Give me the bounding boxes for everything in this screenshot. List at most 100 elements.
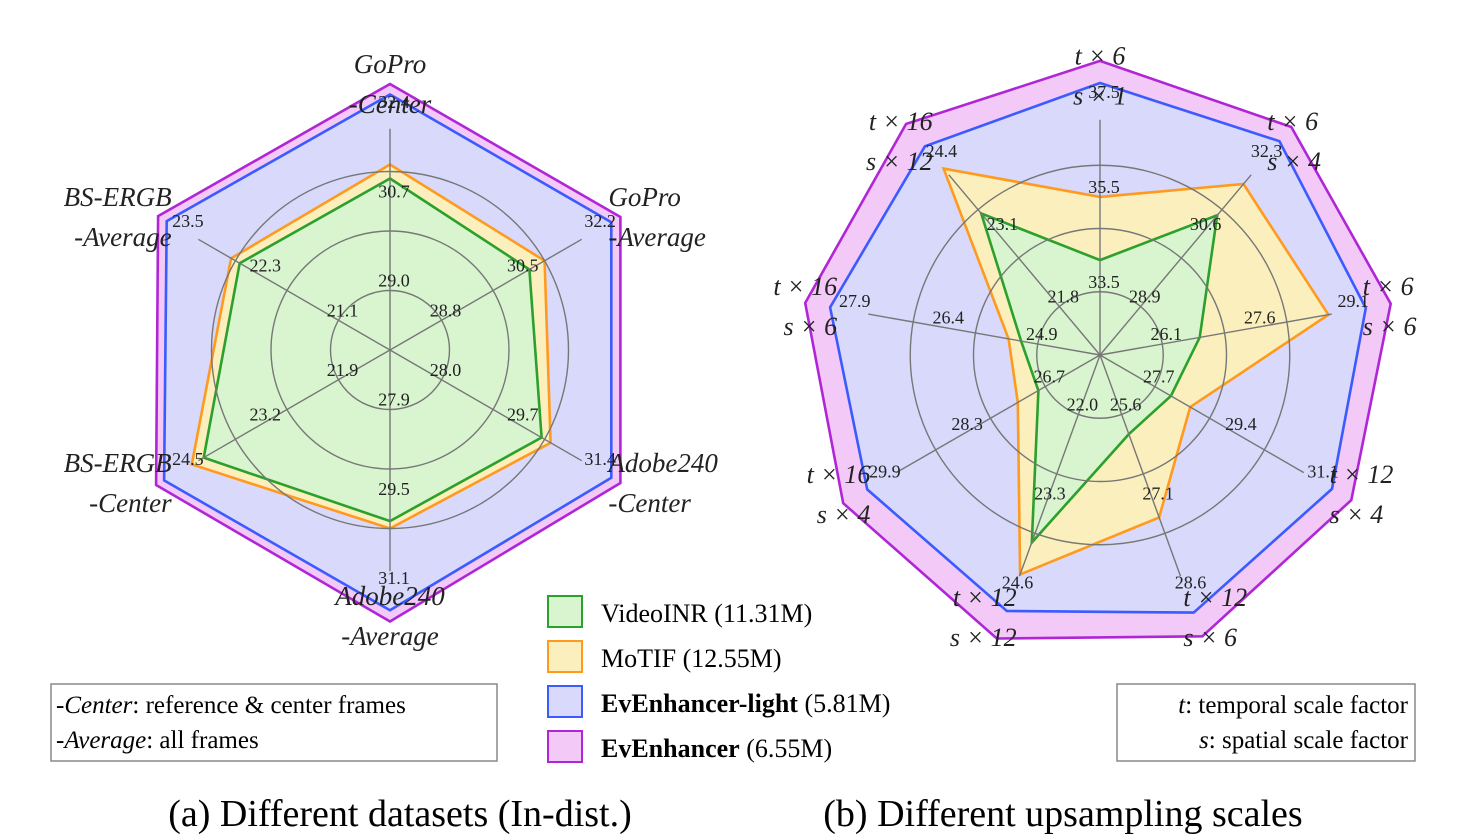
radar-a-axis-label: BS-ERGB (64, 182, 172, 212)
radar-a-tick-label: 23.2 (249, 404, 281, 424)
radar-a-tick-label: 23.5 (172, 211, 204, 231)
radar-b-axis-spoke (895, 354, 1101, 474)
note-temporal-line: t: temporal scale factor (1178, 692, 1408, 719)
caption-b: (b) Different upsampling scales (823, 793, 1302, 835)
radar-b-tick-label: 24.4 (926, 141, 958, 161)
radar-b-axis-label: s × 1 (1073, 82, 1127, 111)
legend-item-evenhancer-light: EvEnhancer-light (5.81M) (547, 685, 890, 718)
radar-b-axis-label: t × 6 (1267, 107, 1318, 136)
radar-b-axis-spoke (1099, 354, 1182, 577)
radar-b-axis-label: s × 4 (1330, 500, 1384, 529)
radar-b-tick-label: 25.6 (1110, 394, 1142, 414)
radar-a-axis-label: -Average (74, 222, 171, 252)
radar-a-axis-label: Adobe240 (333, 581, 445, 611)
radar-b-tick-label: 32.3 (1251, 141, 1283, 161)
radar-b-tick-label: 23.1 (987, 214, 1019, 234)
radar-b-tick-label: 35.5 (1088, 177, 1120, 197)
note-spatial-line: s: spatial scale factor (1199, 727, 1409, 754)
radar-b-tick-label: 28.6 (1175, 573, 1207, 593)
radar-b-axis-label: s × 6 (784, 312, 838, 341)
radar-b-axis-label: s × 12 (866, 147, 933, 176)
radar-a-axis-label: -Average (608, 222, 705, 252)
radar-b-tick-label: 27.6 (1244, 308, 1276, 328)
radar-a-tick-label: 29.7 (507, 404, 539, 424)
radar-b-tick-label: 22.0 (1067, 394, 1099, 414)
radar-b-series-videoinr (979, 211, 1219, 547)
radar-b-axis-label: t × 12 (1330, 460, 1394, 489)
radar-chart-scales: 33.5 35.5 37.5 28.9 30.6 32.3 26.1 27.6 29.1 27.7… (773, 42, 1416, 652)
radar-a-tick-label: 28.8 (430, 300, 462, 320)
radar-b-axis-label: t × 6 (1075, 42, 1126, 71)
caption-a: (a) Different datasets (In-dist.) (168, 793, 632, 835)
radar-a-tick-label: 31.1 (378, 568, 410, 588)
radar-b-axis-spoke (948, 174, 1101, 356)
note-box-frame (50, 683, 498, 762)
radar-a-axis-label: -Center (349, 89, 432, 119)
legend-item-evenhancer: EvEnhancer (6.55M) (547, 730, 832, 763)
radar-chart-datasets: 29.0 30.7 32.4 28.8 30.5 32.2 28.0 29.7 31.4 27.9… (64, 49, 719, 651)
radar-b-tick-label: 24.6 (1002, 573, 1034, 593)
radar-b-tick-label: 26.7 (1033, 367, 1065, 387)
radar-a-tick-label: 21.9 (327, 360, 359, 380)
legend-swatch-evenhancer-light (547, 685, 583, 718)
radar-a-axis-label: Adobe240 (606, 448, 718, 478)
radar-a-axis-label: -Center (89, 488, 172, 518)
radar-b-axis-label: s × 6 (1183, 623, 1237, 652)
radar-b-tick-label: 21.8 (1048, 287, 1080, 307)
radar-a-tick-label: 30.5 (507, 256, 539, 276)
radar-b-tick-label: 27.7 (1143, 367, 1175, 387)
radar-b-tick-label: 29.1 (1337, 291, 1369, 311)
radar-b-tick-label: 27.1 (1142, 484, 1174, 504)
radar-b-axis-label: t × 16 (807, 460, 871, 489)
legend-item-videoinr: VideoINR (11.31M) (547, 595, 812, 628)
radar-b-axis-spoke (1099, 354, 1305, 474)
radar-b-axis-spoke (868, 313, 1101, 356)
note-average-line: -Average: all frames (56, 727, 259, 754)
radar-a-axis-spoke (389, 349, 583, 462)
radar-a-tick-label: 28.0 (430, 360, 462, 380)
legend-swatch-videoinr (547, 595, 583, 628)
radar-a-axis-label: GoPro (608, 182, 681, 212)
radar-a-tick-label: 29.5 (378, 479, 410, 499)
legend-label-evenhancer-light: EvEnhancer-light (5.81M) (601, 689, 890, 718)
radar-b-axis-label: t × 16 (773, 272, 837, 301)
radar-b-axis-label: s × 4 (1267, 147, 1321, 176)
radar-b-axis-label: t × 6 (1363, 272, 1414, 301)
radar-a-axis-label: -Average (341, 621, 438, 651)
radar-b-axis-label: t × 12 (953, 583, 1017, 612)
radar-a-axis-spoke (389, 238, 583, 351)
radar-a-tick-label: 32.2 (584, 211, 616, 231)
radar-b-axis-label: s × 12 (950, 623, 1017, 652)
radar-a-axis-label: GoPro (354, 49, 427, 79)
radar-a-tick-label: 21.1 (327, 300, 359, 320)
radar-b-tick-label: 28.9 (1129, 287, 1161, 307)
radar-a-axis-spoke (197, 349, 391, 462)
radar-a-tick-label: 31.4 (584, 449, 616, 469)
radar-b-tick-label: 27.9 (839, 291, 871, 311)
radar-a-tick-label: 24.5 (172, 449, 204, 469)
radar-b-tick-label: 26.1 (1151, 324, 1183, 344)
radar-a-tick-label: 22.3 (249, 256, 281, 276)
radar-a-axis-spoke (197, 238, 391, 351)
radar-b-axis-label: s × 6 (1363, 312, 1417, 341)
radar-b-tick-label: 24.9 (1026, 324, 1058, 344)
radar-a-axis-label: -Center (608, 488, 691, 518)
radar-b-axis-label: t × 16 (869, 107, 933, 136)
legend-item-motif: MoTIF (12.55M) (547, 640, 782, 673)
legend-label-videoinr: VideoINR (11.31M) (601, 599, 812, 628)
radar-b-axis-spoke (1018, 354, 1101, 577)
legend: VideoINR (11.31M) MoTIF (12.55M) EvEnhan… (547, 595, 890, 763)
note-box-datasets: -Center: reference & center frames -Aver… (50, 683, 498, 762)
radar-b-tick-label: 26.4 (933, 308, 965, 328)
note-box-scales: t: temporal scale factor s: spatial scal… (1116, 683, 1416, 762)
radar-b-axis-label: s × 4 (817, 500, 871, 529)
radar-b-axis-spoke (1099, 174, 1252, 356)
radar-b-tick-label: 23.3 (1034, 484, 1066, 504)
legend-label-motif: MoTIF (12.55M) (601, 644, 782, 673)
radar-b-tick-label: 37.5 (1088, 82, 1120, 102)
legend-label-evenhancer: EvEnhancer (6.55M) (601, 734, 832, 763)
legend-swatch-motif (547, 640, 583, 673)
radar-a-axis-label: BS-ERGB (64, 448, 172, 478)
radar-b-tick-label: 30.6 (1190, 214, 1222, 234)
